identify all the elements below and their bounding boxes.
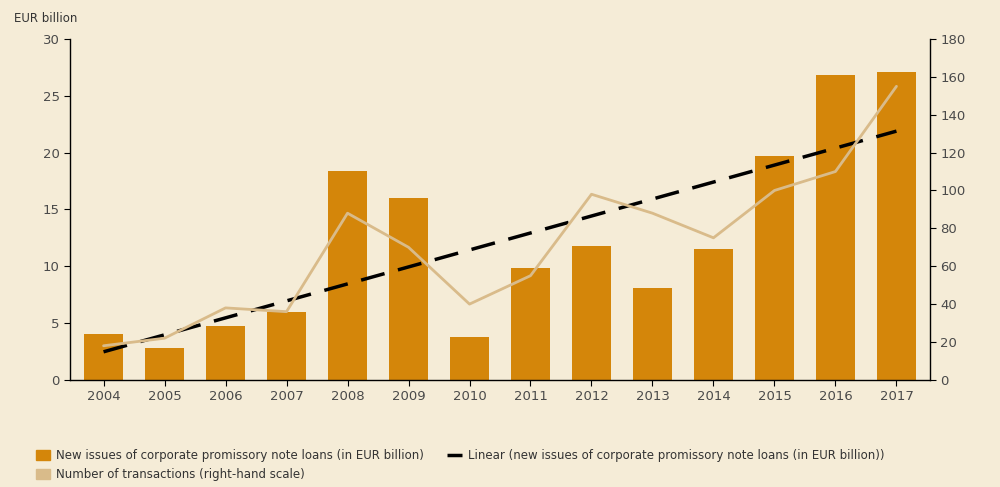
Bar: [206, 326, 245, 380]
Bar: [633, 288, 672, 380]
Bar: [389, 198, 428, 380]
Bar: [816, 75, 855, 380]
Bar: [755, 156, 794, 380]
Bar: [145, 348, 184, 380]
Bar: [511, 268, 550, 380]
Bar: [877, 72, 916, 380]
Bar: [450, 337, 489, 380]
Bar: [84, 335, 123, 380]
Bar: [694, 249, 733, 380]
Legend: New issues of corporate promissory note loans (in EUR billion), Number of transa: New issues of corporate promissory note …: [36, 449, 884, 481]
Bar: [572, 246, 611, 380]
Bar: [328, 171, 367, 380]
Bar: [267, 312, 306, 380]
Text: EUR billion: EUR billion: [14, 12, 77, 25]
